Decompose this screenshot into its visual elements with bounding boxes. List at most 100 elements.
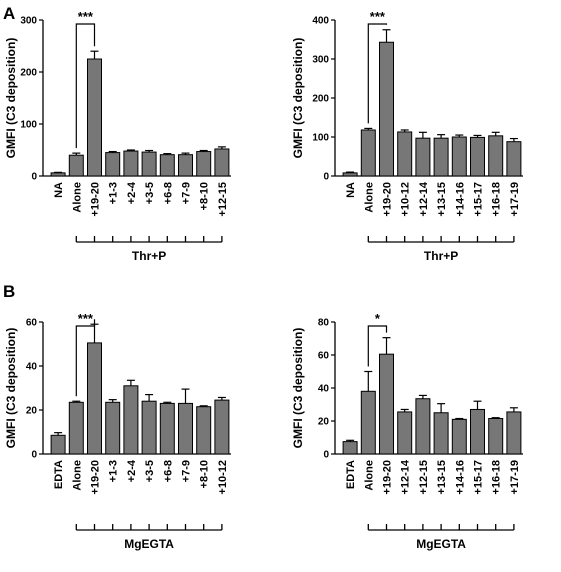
x-tick-label: +12-14 <box>418 181 430 216</box>
group-label: MgEGTA <box>416 537 466 551</box>
bar-8 <box>470 408 485 455</box>
bar-4 <box>105 152 121 177</box>
panel-label-a: A <box>3 4 15 23</box>
x-tick-label: +7-9 <box>181 182 193 204</box>
bar-1 <box>50 172 66 177</box>
bar-3 <box>379 41 394 177</box>
bar-6 <box>433 412 449 455</box>
y-tick-label: 0 <box>31 450 37 461</box>
x-tick-label: +16-18 <box>491 460 503 495</box>
x-tick-label: +16-18 <box>491 182 503 217</box>
bar-2 <box>360 129 376 177</box>
y-tick-label: 200 <box>20 68 37 79</box>
x-tick-label: +17-19 <box>509 460 521 495</box>
significance-label: * <box>375 311 381 326</box>
x-tick-label: +10-12 <box>400 182 412 217</box>
bar-5 <box>123 385 139 455</box>
y-tick-label: 300 <box>312 55 329 66</box>
bar-10 <box>214 148 230 177</box>
bar-3 <box>379 353 394 455</box>
x-tick-label: +6-8 <box>162 460 174 482</box>
y-tick-label: 100 <box>20 120 37 131</box>
x-tick-label: +1-3 <box>108 460 120 482</box>
y-tick-label: 0 <box>323 172 329 183</box>
x-tick-label: EDTA <box>345 460 357 489</box>
bar-1 <box>342 172 358 177</box>
bar-4 <box>105 401 121 455</box>
bar-1 <box>342 441 358 455</box>
significance-bracket <box>75 319 96 397</box>
panel-label-b: B <box>3 282 15 301</box>
chart-panel-2: 0 100 200 300 400 GMFI (C3 deposition) NA Alone… <box>291 9 523 263</box>
x-tick-label: +12-14 <box>400 459 412 494</box>
y-tick-label: 100 <box>312 133 329 144</box>
y-tick-label: 80 <box>318 318 330 329</box>
bar-2 <box>68 401 84 455</box>
x-tick-label: +3-5 <box>144 182 156 204</box>
bar-8 <box>470 136 485 177</box>
x-tick-label: +2-4 <box>126 181 138 204</box>
y-tick-label: 40 <box>318 384 330 395</box>
bar-7 <box>451 418 467 455</box>
bar-9 <box>196 151 212 177</box>
bar-5 <box>415 398 431 455</box>
group-label: Thr+P <box>424 249 458 263</box>
group-label: Thr+P <box>132 249 166 263</box>
bar-3 <box>87 342 102 455</box>
significance-bracket <box>367 23 388 124</box>
x-tick-label: Alone <box>71 182 83 213</box>
significance-bracket <box>75 23 96 149</box>
bar-7 <box>159 402 175 455</box>
bar-9 <box>196 406 212 455</box>
x-tick-label: NA <box>53 182 65 198</box>
bar-10 <box>214 399 230 455</box>
bar-3 <box>87 58 102 177</box>
x-tick-label: +14-16 <box>454 460 466 495</box>
bar-1 <box>50 434 66 455</box>
significance-bracket <box>367 325 388 367</box>
x-tick-label: +13-15 <box>436 182 448 217</box>
x-tick-label: +1-3 <box>108 182 120 204</box>
x-tick-label: EDTA <box>53 460 65 489</box>
x-tick-label: +19-20 <box>90 460 102 495</box>
bar-4 <box>397 411 413 455</box>
x-tick-label: +2-4 <box>126 459 138 482</box>
y-tick-label: 40 <box>26 362 38 373</box>
x-tick-label: +6-8 <box>162 182 174 204</box>
y-tick-label: 60 <box>318 351 330 362</box>
x-tick-label: Alone <box>363 182 375 213</box>
x-tick-label: +8-10 <box>199 460 211 488</box>
x-tick-label: +14-16 <box>454 182 466 217</box>
y-axis-label: GMFI (C3 deposition) <box>291 38 305 159</box>
significance-label: *** <box>370 9 386 24</box>
bar-10 <box>506 141 522 177</box>
bar-7 <box>451 136 467 177</box>
y-tick-label: 0 <box>323 450 329 461</box>
x-tick-label: +3-5 <box>144 460 156 482</box>
x-tick-label: Alone <box>363 460 375 491</box>
bar-6 <box>141 151 157 177</box>
bar-4 <box>397 131 413 177</box>
y-axis-label: GMFI (C3 deposition) <box>4 38 18 159</box>
bar-2 <box>360 390 376 455</box>
y-tick-label: 60 <box>26 318 38 329</box>
chart-panel-3: 0 20 40 60 GMFI (C3 deposition) EDTA Alone +19-… <box>4 311 231 551</box>
x-tick-label: +15-17 <box>473 460 485 495</box>
bar-9 <box>488 418 504 455</box>
significance-label: *** <box>78 9 94 24</box>
x-tick-label: +7-9 <box>181 460 193 482</box>
x-tick-label: Alone <box>71 460 83 491</box>
x-tick-label: NA <box>345 182 357 198</box>
x-tick-label: +17-19 <box>509 182 521 217</box>
x-tick-label: +19-20 <box>382 182 394 217</box>
significance-label: *** <box>78 311 94 326</box>
bar-6 <box>433 137 449 177</box>
bar-7 <box>159 154 175 177</box>
x-tick-label: +10-12 <box>217 460 229 495</box>
group-label: MgEGTA <box>124 537 174 551</box>
y-tick-label: 200 <box>312 94 329 105</box>
x-tick-label: +13-15 <box>436 460 448 495</box>
